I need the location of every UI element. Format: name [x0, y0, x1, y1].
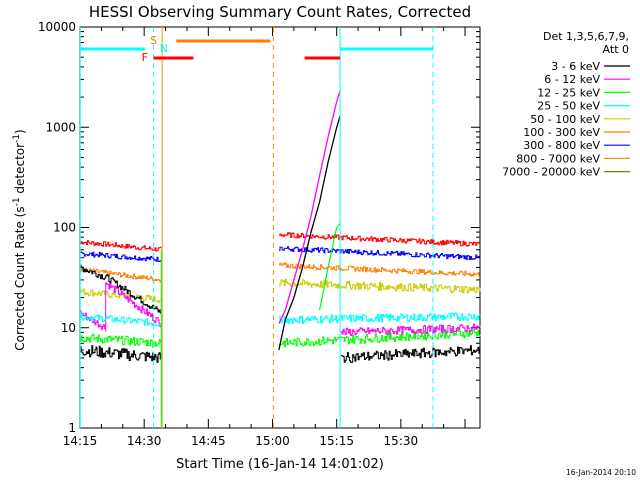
series-300-800-seg-b [278, 246, 481, 260]
legend-label: 300 - 800 keV [523, 139, 600, 152]
series-100-300-seg-b [278, 262, 480, 277]
marker-f: F [142, 51, 148, 64]
legend-label: 6 - 12 keV [544, 73, 600, 86]
chart-title: HESSI Observing Summary Count Rates, Cor… [89, 3, 471, 21]
series-red-seg-a [80, 240, 162, 252]
plot-frame [79, 26, 481, 429]
y-tick-label: 10 [61, 321, 76, 335]
series-6-12-flare [278, 90, 341, 324]
legend-label: 800 - 7000 keV [516, 152, 600, 165]
y-axis-label-sup2: -1 [12, 134, 22, 143]
y-axis-label-main: Corrected Count Rate (s [13, 206, 27, 350]
legend-label: 50 - 100 keV [530, 113, 600, 126]
footer-timestamp: 16-Jan-2014 20:10 [566, 468, 636, 477]
x-tick-label: 15:00 [255, 434, 290, 448]
series-3-6-tail-seg-b [341, 345, 481, 363]
observing-bars: NFS [79, 27, 434, 428]
y-tick-label: 1 [68, 421, 76, 435]
series-3-6-low-seg-a [80, 345, 162, 363]
legend-label: 7000 - 20000 keV [502, 166, 600, 179]
series-25-50-seg-a [80, 312, 162, 327]
y-axis-label: Corrected Count Rate (s-1 detector-1) [12, 129, 27, 350]
legend-header-line-1: Det 1,3,5,6,7,9, [543, 30, 629, 43]
y-tick-label: 10000 [38, 20, 76, 34]
x-tick-label: 14:45 [191, 434, 226, 448]
x-tick-label: 15:15 [319, 434, 354, 448]
y-tick-label: 1000 [45, 120, 76, 134]
series-6-12-tail-seg-b [341, 323, 481, 337]
plot-axes: 1 10 100 1000 10000 14:15 14:30 14:45 15:00 15:15… [38, 20, 481, 448]
series-red-seg-b [278, 232, 481, 247]
marker-s: S [150, 34, 157, 47]
x-tick-label: 15:30 [384, 434, 419, 448]
y-axis-label-sup: -1 [12, 197, 22, 206]
y-axis-label-end: ) [13, 129, 27, 134]
legend-label: 12 - 25 keV [537, 86, 600, 99]
series-12-25-seg-a [80, 333, 162, 348]
series-12-25-seg-b [278, 329, 481, 348]
series-25-50-seg-b [278, 312, 481, 324]
marker-n: N [160, 42, 168, 55]
series-3-6-flare [278, 115, 341, 351]
x-axis-label: Start Time (16-Jan-14 14:01:02) [176, 457, 384, 472]
legend-label: 25 - 50 keV [537, 100, 600, 113]
series-100-300-seg-a [80, 267, 162, 283]
legend-label: 100 - 300 keV [523, 126, 600, 139]
series-3-6-seg-a [80, 264, 162, 315]
legend-header-line-2: Att 0 [603, 43, 629, 56]
x-tick-label: 14:30 [127, 434, 162, 448]
series-12-25-flare [319, 223, 341, 311]
series-50-100-seg-b [278, 278, 481, 294]
y-axis-label-mid: detector [13, 143, 27, 198]
y-tick-label: 100 [53, 221, 76, 235]
series-layer [80, 90, 481, 363]
series-300-800-seg-a [80, 251, 162, 262]
x-tick-label: 14:15 [63, 434, 98, 448]
legend-label: 3 - 6 keV [551, 60, 600, 73]
series-50-100-seg-a [80, 288, 162, 304]
